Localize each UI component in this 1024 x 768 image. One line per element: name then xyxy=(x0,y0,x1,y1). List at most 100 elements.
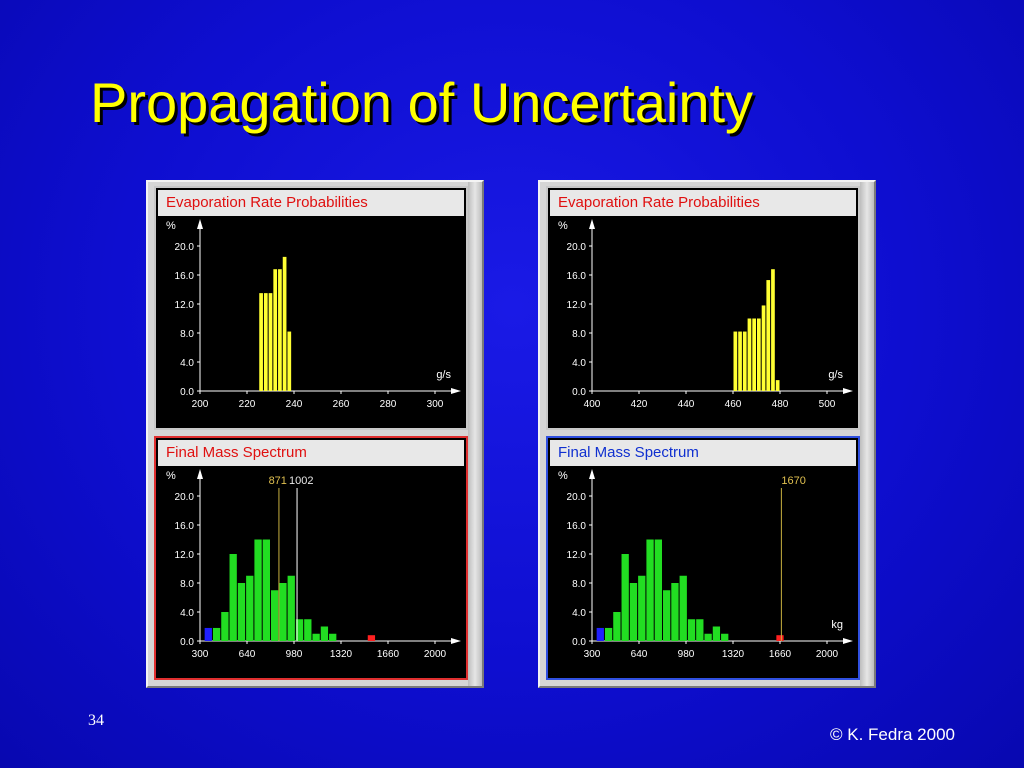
histogram-bar xyxy=(646,539,654,641)
y-tick-label: 12.0 xyxy=(175,300,195,311)
y-axis-label: % xyxy=(558,220,568,232)
histogram-bar xyxy=(329,633,337,641)
y-tick-label: 8.0 xyxy=(572,329,586,340)
x-tick-label: 300 xyxy=(427,399,444,410)
histogram-bar xyxy=(621,554,629,641)
left-mass-spectrum-chart[interactable]: Final Mass Spectrum % 0.0 4.0 8.0 12.0 16.0 20… xyxy=(154,436,468,680)
x-tick-label: 480 xyxy=(772,399,789,410)
x-tick-label: 240 xyxy=(286,399,303,410)
histogram-bar xyxy=(654,539,662,641)
y-tick-label: 12.0 xyxy=(567,550,587,561)
histogram-bar xyxy=(295,619,304,641)
y-axis-arrow xyxy=(197,469,203,479)
x-tick-label: 640 xyxy=(631,649,648,660)
histogram-bar xyxy=(273,269,278,391)
histogram-bar xyxy=(221,612,229,641)
histogram-bar xyxy=(663,590,671,641)
x-tick-label: 980 xyxy=(678,649,695,660)
y-axis-arrow xyxy=(589,219,595,229)
left-evaporation-chart[interactable]: Evaporation Rate Probabilities % 0.0 4.0 8.… xyxy=(154,186,468,430)
y-axis-label: % xyxy=(558,470,568,482)
histogram-bar xyxy=(279,583,287,641)
histogram-bar xyxy=(712,626,721,641)
y-tick-label: 4.0 xyxy=(180,358,194,369)
histogram-bar xyxy=(304,619,312,641)
x-tick-label: 640 xyxy=(239,649,256,660)
page-number: 34 xyxy=(88,712,104,729)
panel-scroll-rail[interactable] xyxy=(468,182,482,686)
right-evaporation-chart[interactable]: Evaporation Rate Probabilities % 0.0 4.0 8.… xyxy=(546,186,860,430)
right-mass-spectrum-chart[interactable]: Final Mass Spectrum % 0.0 4.0 8.0 12.0 16.0 20… xyxy=(546,436,860,680)
x-tick-label: 400 xyxy=(584,399,601,410)
x-axis-arrow xyxy=(451,388,461,394)
histogram-bar xyxy=(263,293,268,391)
x-tick-label: 300 xyxy=(584,649,601,660)
y-tick-label: 16.0 xyxy=(175,271,195,282)
y-tick-label: 4.0 xyxy=(180,608,194,619)
histogram-bar xyxy=(629,583,638,641)
y-tick-label: 0.0 xyxy=(572,637,586,648)
x-axis-arrow xyxy=(451,638,461,644)
panel-scroll-rail[interactable] xyxy=(860,182,874,686)
x-tick-label: 300 xyxy=(192,649,209,660)
histogram-bar xyxy=(738,331,742,391)
y-tick-label: 8.0 xyxy=(180,579,194,590)
y-axis-arrow xyxy=(589,469,595,479)
x-axis-label: g/s xyxy=(436,369,451,381)
histogram-bar xyxy=(229,554,237,641)
histogram-bar xyxy=(287,331,292,391)
y-axis-arrow xyxy=(197,219,203,229)
x-tick-label: 2000 xyxy=(424,649,447,660)
y-tick-label: 20.0 xyxy=(567,492,587,503)
histogram-bar xyxy=(254,539,262,641)
histogram-bar xyxy=(287,575,295,641)
marker-label: 1002 xyxy=(289,475,313,487)
histogram-bar xyxy=(604,627,613,641)
histogram-bar xyxy=(757,318,761,391)
x-tick-label: 1320 xyxy=(722,649,745,660)
chart-plot: % 0.0 4.0 8.0 12.0 16.0 20.0 400 420 440 460 480 500… xyxy=(558,219,853,410)
chart-header: Final Mass Spectrum xyxy=(158,440,464,466)
right-chart-panel: Evaporation Rate Probabilities % 0.0 4.0 8.… xyxy=(538,180,876,688)
histogram-bar xyxy=(671,583,679,641)
chart-header: Evaporation Rate Probabilities xyxy=(158,190,464,216)
histogram-bar xyxy=(367,635,376,641)
x-tick-label: 440 xyxy=(678,399,695,410)
y-tick-label: 0.0 xyxy=(572,387,586,398)
histogram-bar xyxy=(696,619,704,641)
histogram-bar xyxy=(733,331,738,391)
copyright-notice: © K. Fedra 2000 xyxy=(830,725,955,744)
y-axis-label: % xyxy=(166,470,176,482)
histogram-bar xyxy=(613,612,621,641)
histogram-bar xyxy=(268,293,273,391)
x-axis-arrow xyxy=(843,638,853,644)
chart-plot: % 0.0 4.0 8.0 12.0 16.0 20.0 300 640 980 1320 1660 2… xyxy=(166,469,461,660)
x-tick-label: 1660 xyxy=(377,649,400,660)
histogram-bar xyxy=(282,256,287,391)
x-tick-label: 1660 xyxy=(769,649,792,660)
x-tick-label: 220 xyxy=(239,399,256,410)
y-tick-label: 16.0 xyxy=(567,521,587,532)
y-tick-label: 0.0 xyxy=(180,387,194,398)
x-axis-label: kg xyxy=(831,619,843,631)
y-tick-label: 12.0 xyxy=(175,550,195,561)
y-axis-label: % xyxy=(166,220,176,232)
y-tick-label: 4.0 xyxy=(572,608,586,619)
x-tick-label: 2000 xyxy=(816,649,839,660)
x-tick-label: 420 xyxy=(631,399,648,410)
histogram-bar xyxy=(259,293,263,391)
histogram-bar xyxy=(742,331,747,391)
marker-label: 871 xyxy=(269,475,287,487)
x-axis-arrow xyxy=(843,388,853,394)
y-tick-label: 12.0 xyxy=(567,300,587,311)
histogram-bar xyxy=(638,575,646,641)
histogram-bar xyxy=(262,539,270,641)
y-tick-label: 8.0 xyxy=(572,579,586,590)
chart-plot: % 0.0 4.0 8.0 12.0 16.0 20.0 200 220 240 260 280 300… xyxy=(166,219,461,410)
y-tick-label: 4.0 xyxy=(572,358,586,369)
y-tick-label: 20.0 xyxy=(175,242,195,253)
histogram-bar xyxy=(596,627,604,641)
y-tick-label: 16.0 xyxy=(175,521,195,532)
histogram-bar xyxy=(320,626,329,641)
histogram-bar xyxy=(679,575,687,641)
